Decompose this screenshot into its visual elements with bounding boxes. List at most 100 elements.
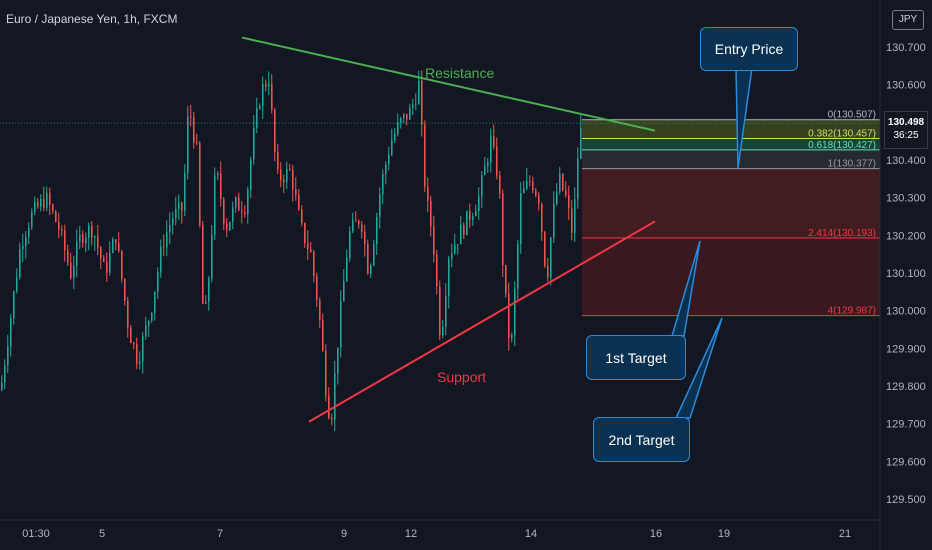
candle-body [451,253,453,259]
candle-body [487,162,489,167]
candle-body [412,104,414,108]
y-tick-label: 129.900 [886,343,926,355]
candle-body [454,244,456,254]
candle-body [148,320,150,326]
trendlines: Resistance Support [241,36,656,423]
candle-body [124,278,126,301]
candle-body [367,244,369,274]
candle-body [265,84,267,87]
first-target-callout[interactable]: 1st Target [586,335,686,380]
entry-price-callout[interactable]: Entry Price [700,27,798,71]
candle-body [205,302,207,304]
candle-body [1,382,3,390]
candle-body [463,224,465,235]
candle-body [397,122,399,134]
time-axis: 01:30 5 7 9 12 14 16 19 21 [22,528,851,540]
candle-body [103,258,105,262]
candle-body [484,166,486,176]
candle-body [7,346,9,366]
candle-body [544,231,546,266]
candle-body [349,231,351,258]
candle-body [70,262,72,278]
candle-body [436,254,438,287]
candle-body [166,232,168,248]
candle-body [409,107,411,120]
candle-body [394,133,396,141]
candle-body [142,336,144,362]
candle-body [58,221,60,230]
candle-body [466,210,468,235]
candle-body [427,186,429,201]
x-tick-label: 16 [650,528,662,540]
currency-button[interactable]: JPY [892,10,924,30]
support-line [308,220,656,423]
candle-body [310,249,312,253]
candle-body [313,252,315,277]
candle-body [379,194,381,217]
candle-body [385,164,387,175]
candle-body [490,136,492,163]
candle-body [472,216,474,220]
candle-body [187,116,189,173]
second-target-callout[interactable]: 2nd Target [593,417,690,462]
candle-body [322,320,324,351]
resistance-label: Resistance [425,65,494,81]
candle-body [511,335,513,338]
candle-body [118,243,120,251]
candle-body [37,202,39,207]
candle-body [112,239,114,253]
candle-body [376,216,378,245]
candle-body [358,220,360,225]
candle-body [355,220,357,222]
candle-body [286,168,288,183]
candle-body [160,246,162,273]
candle-body [76,241,78,267]
candle-body [106,261,108,273]
candle-body [97,236,99,248]
chart-title: Euro / Japanese Yen, 1h, FXCM [6,12,178,26]
candle-body [199,143,201,226]
candle-body [418,80,420,104]
candle-body [532,181,534,191]
candle-body [211,234,213,279]
candle-body [307,243,309,250]
candle-body [184,172,186,211]
candle-body [481,175,483,197]
candle-body [343,281,345,302]
candle-body [34,202,36,213]
candle-body [88,225,90,238]
fib-zone [582,168,880,238]
candle-body [94,236,96,238]
candle-body [28,227,30,237]
candle-body [229,221,231,231]
candle-body [16,277,18,292]
y-tick-label: 129.800 [886,381,926,393]
candle-body [505,264,507,294]
candle-body [415,103,417,105]
candle-body [328,395,330,418]
candle-body [352,220,354,232]
candle-body [577,158,579,200]
candle-body [361,224,363,232]
candle-body [46,192,48,209]
candle-body [547,265,549,278]
candle-body [250,159,252,190]
y-tick-label: 129.700 [886,419,926,431]
candle-body [334,373,336,420]
fib-level-label: 0.382(130.457) [808,129,876,140]
candle-body [202,225,204,304]
x-tick-label: 5 [99,528,105,540]
candle-body [562,173,564,190]
candle-body [433,226,435,255]
candle-body [121,250,123,279]
candle-body [529,180,531,182]
candle-body [73,266,75,278]
candle-body [448,258,450,297]
candle-body [499,175,501,194]
x-tick-label: 12 [405,528,417,540]
candle-body [514,288,516,336]
candle-body [406,114,408,120]
candle-body [373,244,375,266]
